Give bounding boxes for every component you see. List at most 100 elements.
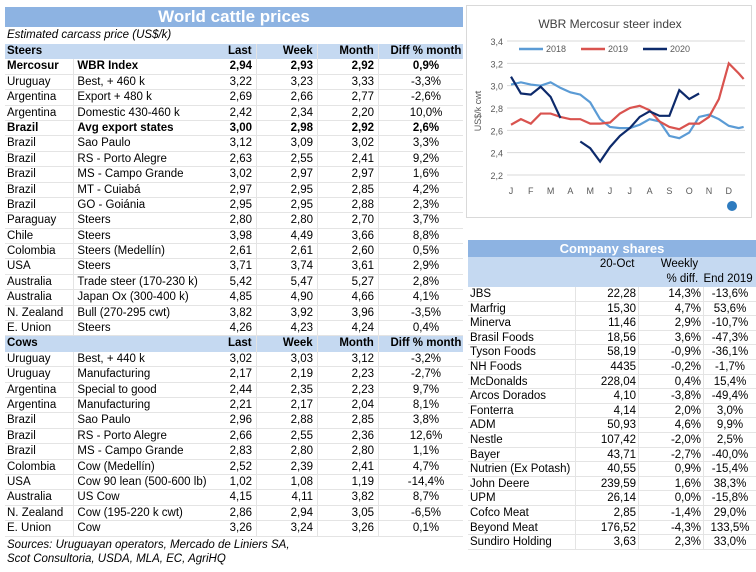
cell: Brazil [5,120,75,136]
cell: 133,5% [710,521,750,534]
cell: 2,3% [639,535,704,549]
cell: -0,2% [639,359,704,374]
company-shares-table: Company shares 20-Oct Weekly % diff. End … [468,240,756,550]
cell: 3,61 [318,259,379,274]
cell: 2,19 [257,367,319,382]
table-row: Brazil MS - Campo Grande 3,02 2,97 2,97 1,6% [5,167,463,183]
x-tick-label: F [528,186,534,196]
header-date: 20-Oct [599,258,635,270]
cell: Minerva [468,316,576,330]
sources: Sources: Uruguayan operators, Mercado de… [5,537,463,566]
cell: Nutrien (Ex Potash) [468,462,576,476]
cell: -15,4% [711,463,749,476]
cell: Steers [77,214,111,227]
cell: 2,80 [318,444,379,459]
cell: Special to good [77,383,157,396]
cell: Sundiro Holding [468,535,576,549]
cell [74,336,212,351]
cell: 3,12 [318,351,379,367]
cell: 2,85 [318,182,379,197]
x-tick-label: S [666,186,672,196]
cell: 0,1% [412,522,440,535]
cell: 107,42 [576,432,639,447]
cell: 40,55 [576,462,639,476]
cell: 239,59 [576,476,639,491]
cell: -40,0% [711,448,749,461]
cell: 2,23 [318,382,379,397]
header-weekly: Weekly % diff. [636,257,700,287]
cell: 18,56 [576,330,639,345]
table-row: N. Zealand Bull (270-295 cwt) 3,82 3,92 3,96… [5,305,463,322]
cell: Uruguay [5,74,75,90]
cell: 1,6% [639,476,704,491]
cell: 4,90 [257,290,319,305]
cell: Colombia [5,459,75,474]
cell: -1,7% [714,360,746,373]
cell: -2,0% [639,432,704,447]
cell: 26,14 [576,491,639,505]
cell: 2,88 [318,197,379,213]
cell: -2,7% [639,447,704,462]
cell: Cow (Medellín) [77,460,155,473]
cell: MS - Campo Grande [77,445,184,458]
cell: 2,86 [212,505,258,521]
cell: -14,4% [407,475,445,488]
cell: Brazil [5,182,75,197]
cell: 3,33 [318,74,379,90]
cell: 9,2% [412,152,440,165]
cell: 4,49 [257,228,319,244]
share-row: Brasil Foods 18,56 3,6% -47,3% [468,330,756,346]
cell: Japan Ox (300-400 k) [77,291,189,304]
cell: 10,0% [409,106,443,119]
cell: 2,0% [639,403,704,418]
cell: Brazil [5,151,75,167]
y-tick-label: 2,8 [490,104,503,114]
table-row: USA Steers 3,71 3,74 3,61 2,9% [5,259,463,275]
cell: 4,14 [576,403,639,418]
cell: Australia [5,490,75,505]
cell: 5,27 [318,274,379,290]
cell: Arcos Dorados [468,389,576,403]
cell: RS - Porto Alegre [77,429,167,442]
y-tick-label: 3,4 [490,37,503,47]
cell: -1,4% [639,505,704,520]
cell: 2,80 [212,213,258,228]
cell: 2,80 [257,213,319,228]
cell: 2,9% [412,260,440,273]
cell: Brazil [5,197,75,213]
header-end2019: End 2019 [703,273,753,285]
x-tick-label: J [628,186,633,196]
table-row: Brazil RS - Porto Alegre 2,66 2,55 2,36 12,6% [5,428,463,445]
share-row: Sundiro Holding 3,63 2,3% 33,0% [468,535,756,550]
header-weekly-2: % diff. [666,273,699,285]
table-row: Paraguay Steers 2,80 2,80 2,70 3,7% [5,213,463,229]
cell: 2,94 [257,505,319,521]
cell: 2,66 [257,90,319,105]
cell: Uruguay [5,351,75,367]
cell: Steers (Medellín) [77,245,165,258]
cell: 15,4% [713,375,747,388]
cell: 9,7% [412,383,440,396]
cell: 3,66 [318,228,379,244]
cell: 2,61 [257,244,319,259]
cell: E. Union [5,521,75,536]
cell: 4,10 [576,389,639,403]
cell: 3,03 [257,351,319,367]
cell: RS - Porto Alegre [77,152,167,165]
cell: Australia [5,274,75,290]
table-row: Argentina Special to good 2,44 2,35 2,23 9,7% [5,382,463,398]
legend-label: 2019 [608,44,628,54]
cell: 4,24 [318,321,379,336]
cell: N. Zealand [5,305,75,321]
legend-label: 2020 [670,44,690,54]
table-row: USA Cow 90 lean (500-600 lb) 1,02 1,08 1,19 -… [5,474,463,491]
cell: 2,17 [257,397,319,413]
cell: 2,92 [318,59,379,74]
share-row: McDonalds 228,04 0,4% 15,4% [468,374,756,390]
cell: Argentina [5,397,75,413]
shares-header: 20-Oct Weekly % diff. End 2019 [468,257,756,287]
cell: 3,26 [318,521,379,536]
table-row: Colombia Steers (Medellín) 2,61 2,61 2,60 0,5… [5,244,463,260]
cell: Export + 480 k [77,91,152,104]
cell: Brazil [5,413,75,428]
